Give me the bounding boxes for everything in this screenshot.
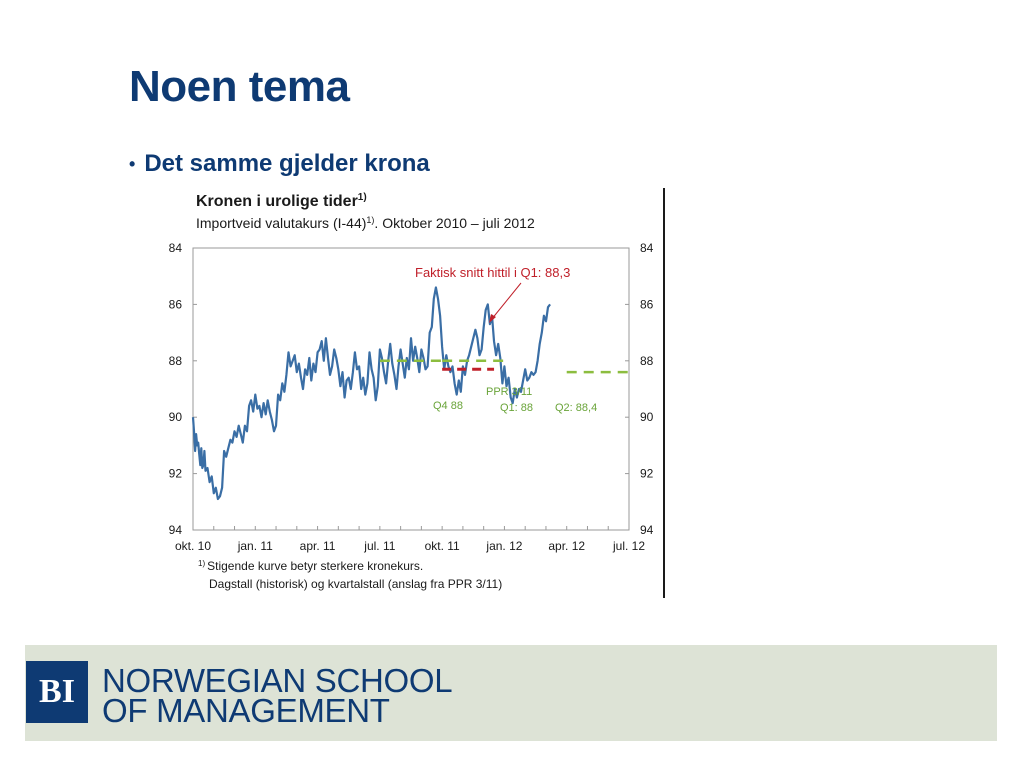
bullet-dot-icon: • bbox=[129, 153, 136, 174]
y-tick-left-90: 90 bbox=[169, 410, 183, 424]
footnote-line-1: 1) Stigende kurve betyr sterkere kronekur… bbox=[198, 559, 423, 573]
x-tick-label-7: jul. 12 bbox=[612, 539, 645, 553]
annotation-arrow-line bbox=[490, 282, 522, 321]
y-axis-left: 84 86 88 90 92 94 bbox=[169, 241, 197, 537]
chart-subtitle: Importveid valutakurs (I-44)1). Oktober … bbox=[196, 215, 535, 231]
y-tick-right-88: 88 bbox=[640, 354, 654, 368]
annotation-label: Faktisk snitt hittil i Q1: 88,3 bbox=[415, 265, 570, 280]
x-tick-label-1: jan. 11 bbox=[237, 539, 273, 553]
y-tick-right-90: 90 bbox=[640, 410, 654, 424]
chart-title-text: Kronen i urolige tider bbox=[196, 193, 358, 210]
y-tick-right-86: 86 bbox=[640, 297, 654, 311]
school-name-line-1: NORWEGIAN SCHOOL bbox=[102, 662, 453, 699]
x-tick-label-3: jul. 11 bbox=[363, 539, 395, 553]
y-tick-right-92: 92 bbox=[640, 467, 654, 481]
bi-logo: BI bbox=[26, 661, 88, 723]
footnote-text-1: Stigende kurve betyr sterkere kronekurs. bbox=[207, 559, 423, 573]
footer-band bbox=[25, 645, 997, 741]
exchange-rate-chart: Kronen i urolige tider1) Importveid valu… bbox=[169, 188, 665, 598]
school-name-line-2: OF MANAGEMENT bbox=[102, 692, 390, 729]
x-tick-label-6: apr. 12 bbox=[548, 539, 585, 553]
forecast-segments bbox=[379, 359, 629, 374]
y-tick-right-84: 84 bbox=[640, 241, 654, 255]
y-tick-left-86: 86 bbox=[169, 297, 183, 311]
slide-title: Noen tema bbox=[129, 62, 350, 111]
x-tick-label-2: apr. 11 bbox=[300, 539, 336, 553]
annotation-arrow-head bbox=[489, 314, 496, 323]
q2-label: Q2: 88,4 bbox=[555, 402, 597, 414]
footnote-line-2: Dagstall (historisk) og kvartalstall (an… bbox=[209, 577, 502, 591]
q4-label: Q4 88 bbox=[433, 400, 463, 412]
y-tick-left-94: 94 bbox=[169, 523, 183, 537]
y-tick-left-88: 88 bbox=[169, 354, 183, 368]
q1-label: Q1: 88 bbox=[500, 402, 533, 414]
chart-title: Kronen i urolige tider1) bbox=[196, 192, 367, 210]
krone-index-line bbox=[191, 286, 551, 501]
y-axis-right: 84 86 88 90 92 94 bbox=[625, 241, 654, 537]
chart-title-sup: 1) bbox=[358, 192, 367, 203]
x-axis: okt. 10 jan. 11 apr. 11 jul. 11 okt. 11 jan. … bbox=[175, 526, 645, 553]
chart-subtitle-main: Importveid valutakurs (I-44) bbox=[196, 215, 366, 231]
chart-subtitle-sup: 1) bbox=[366, 215, 374, 225]
bullet-text: Det samme gjelder krona bbox=[144, 150, 430, 177]
y-tick-right-94: 94 bbox=[640, 523, 654, 537]
x-tick-label-4: okt. 11 bbox=[425, 539, 460, 553]
bullet-item: • Det samme gjelder krona bbox=[129, 150, 430, 178]
x-tick-label-0: okt. 10 bbox=[175, 539, 211, 553]
ppr-label: PPR 3/11 bbox=[486, 386, 532, 398]
x-tick-label-5: jan. 12 bbox=[485, 539, 522, 553]
plot-frame bbox=[192, 247, 630, 531]
y-tick-left-92: 92 bbox=[169, 467, 183, 481]
chart-subtitle-rest: . Oktober 2010 – juli 2012 bbox=[374, 215, 535, 231]
footnote-sup: 1) bbox=[198, 559, 205, 568]
y-tick-left-84: 84 bbox=[169, 241, 183, 255]
